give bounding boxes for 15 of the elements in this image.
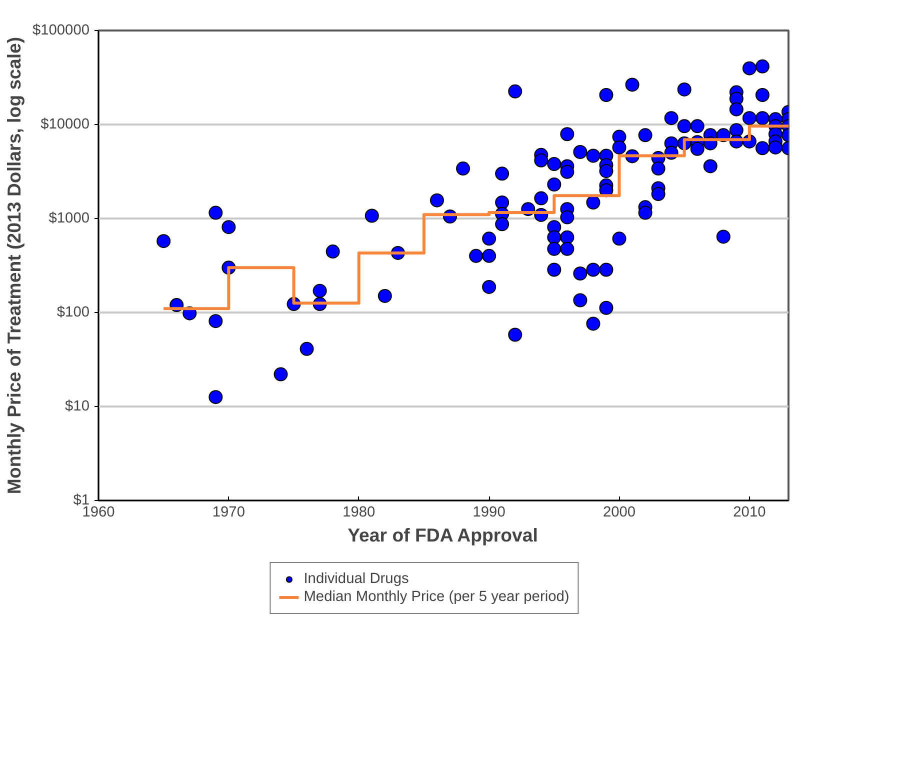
x-tick-label: 1960 <box>82 504 115 520</box>
x-tick-label: 1970 <box>212 504 245 520</box>
x-axis-title: Year of FDA Approval <box>348 524 538 546</box>
y-tick-label: $100000 <box>32 22 90 38</box>
x-tick-label: 2000 <box>602 504 636 520</box>
x-tick-label: 1980 <box>342 504 376 520</box>
x-tick-label: 2010 <box>733 504 766 520</box>
y-axis-title: Monthly Price of Treatment (2013 Dollars, log scale) <box>3 36 24 494</box>
legend-label: Median Monthly Price (per 5 year period) <box>304 589 570 605</box>
x-tick-label: 1990 <box>472 504 506 520</box>
y-tick-label: $10 <box>65 398 90 414</box>
legend-label: Individual Drugs <box>304 571 409 587</box>
y-tick-label: $100 <box>56 304 90 320</box>
y-tick-label: $10000 <box>40 116 90 132</box>
y-tick-label: $1000 <box>48 210 90 226</box>
